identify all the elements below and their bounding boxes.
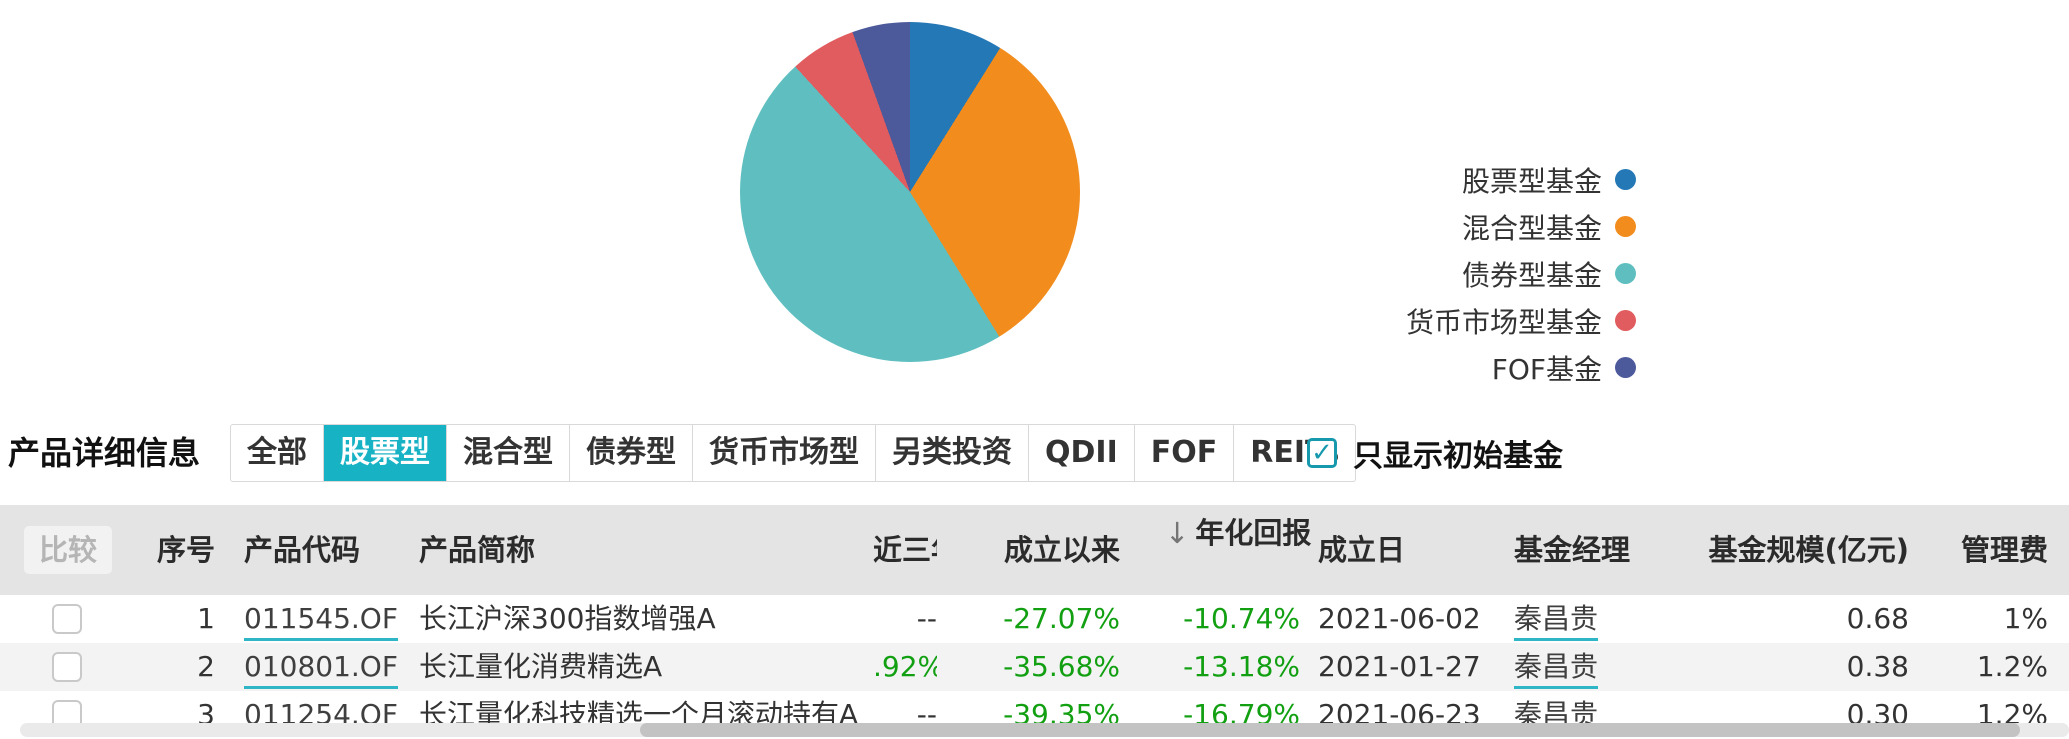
legend-item-stock[interactable]: 股票型基金 [1200,156,1636,203]
row-index: 1 [197,602,215,635]
fund-type-pie-chart [740,22,1080,362]
inception-date: 2021-01-27 [1318,650,1481,683]
tab-qdii[interactable]: QDII [1028,425,1134,481]
legend-dot-icon [1615,310,1636,331]
fund-code-link[interactable]: 011545.OF [244,602,398,641]
manager-link-wrap: 秦昌贵 [1514,643,1654,691]
col-header-mgmt-fee[interactable]: 管理费 [1960,533,2048,567]
tab-alternative[interactable]: 另类投资 [875,425,1028,481]
initial-fund-checkbox-label: 只显示初始基金 [1353,439,1563,474]
fund-code-link-wrap: 010801.OF [244,643,419,691]
col-header-annualized-return-label: 年化回报 [1195,516,1312,550]
return-3y: -- [916,602,937,635]
legend-item-hybrid[interactable]: 混合型基金 [1200,203,1636,250]
legend-label: 货币市场型基金 [1405,305,1602,339]
col-header-since-inception[interactable]: 成立以来 [1003,533,1120,567]
tab-hybrid[interactable]: 混合型 [446,425,569,481]
fund-code-link[interactable]: 010801.OF [244,650,398,689]
mgmt-fee: 1.2% [1976,650,2048,683]
fund-code-link-wrap: 011545.OF [244,595,419,643]
legend-label: 债券型基金 [1461,258,1602,292]
table-header: 比较 序号 产品代码 产品简称 近三年 成立以来 ↓年化回报 成立日 基金经理 … [0,505,2069,595]
tab-bond[interactable]: 债券型 [569,425,692,481]
fund-scale: 0.38 [1846,650,1909,683]
legend-label: FOF基金 [1491,352,1602,386]
legend-item-money-market[interactable]: 货币市场型基金 [1200,297,1636,344]
fund-name: 长江量化消费精选A [419,650,663,683]
return-since-inception: -27.07% [1003,602,1120,635]
tab-fof[interactable]: FOF [1133,425,1234,481]
manager-link-wrap: 秦昌贵 [1514,595,1654,643]
tab-stock[interactable]: 股票型 [323,425,446,481]
return-since-inception: -35.68% [1003,650,1120,683]
col-header-code[interactable]: 产品代码 [244,533,361,567]
row-index: 3 [197,698,215,731]
sort-desc-icon: ↓ [1165,516,1190,550]
fund-name: 长江沪深300指数增强A [419,602,716,635]
col-header-manager[interactable]: 基金经理 [1514,533,1631,567]
product-detail-section: 产品详细信息 全部 股票型 混合型 债券型 货币市场型 另类投资 QDII FO… [0,424,2069,482]
annualized-return: -13.18% [1183,650,1300,683]
tab-money-market[interactable]: 货币市场型 [692,425,875,481]
table-row: 1 011545.OF 长江沪深300指数增强A -- -27.07% -10.… [0,595,2069,643]
return-3y: -- [916,698,937,731]
col-header-annualized-return[interactable]: ↓ 年化回报 [1165,505,1311,584]
row-compare-checkbox[interactable] [52,652,82,682]
legend-label: 股票型基金 [1461,164,1602,198]
initial-fund-checkbox[interactable]: ✓ [1307,438,1337,468]
col-header-index: 序号 [156,533,215,567]
pie-legend: 股票型基金 混合型基金 债券型基金 货币市场型基金 FOF基金 [1200,156,1636,391]
compare-header-button[interactable]: 比较 [24,526,112,574]
legend-dot-icon [1615,263,1636,284]
annualized-return: -10.74% [1183,602,1300,635]
legend-dot-icon [1615,216,1636,237]
legend-dot-icon [1615,169,1636,190]
col-header-name[interactable]: 产品简称 [419,533,536,567]
row-index: 2 [197,650,215,683]
row-compare-checkbox[interactable] [52,604,82,634]
initial-fund-filter: ✓ 只显示初始基金 [1307,424,1563,482]
col-header-inception-date[interactable]: 成立日 [1318,533,1406,567]
manager-link[interactable]: 秦昌贵 [1514,602,1599,641]
manager-link[interactable]: 秦昌贵 [1514,650,1599,689]
legend-label: 混合型基金 [1461,211,1602,245]
legend-item-fof[interactable]: FOF基金 [1200,344,1636,391]
col-header-fund-scale[interactable]: 基金规模(亿元) [1708,533,1909,567]
horizontal-scrollbar-track[interactable] [20,723,2069,737]
fund-type-tabbar: 全部 股票型 混合型 债券型 货币市场型 另类投资 QDII FOF REITs [230,424,1357,482]
legend-item-bond[interactable]: 债券型基金 [1200,250,1636,297]
section-title: 产品详细信息 [8,434,201,472]
tab-all[interactable]: 全部 [247,435,307,470]
return-3y: .92% [873,650,937,683]
inception-date: 2021-06-02 [1318,602,1481,635]
fund-scale: 0.68 [1846,602,1909,635]
table-row: 2 010801.OF 长江量化消费精选A .92% -35.68% -13.1… [0,643,2069,691]
horizontal-scrollbar-thumb[interactable] [640,723,2020,737]
mgmt-fee: 1% [2003,602,2048,635]
legend-dot-icon [1615,357,1636,378]
col-header-3y-return-clipped[interactable]: 近三年 [873,533,937,567]
